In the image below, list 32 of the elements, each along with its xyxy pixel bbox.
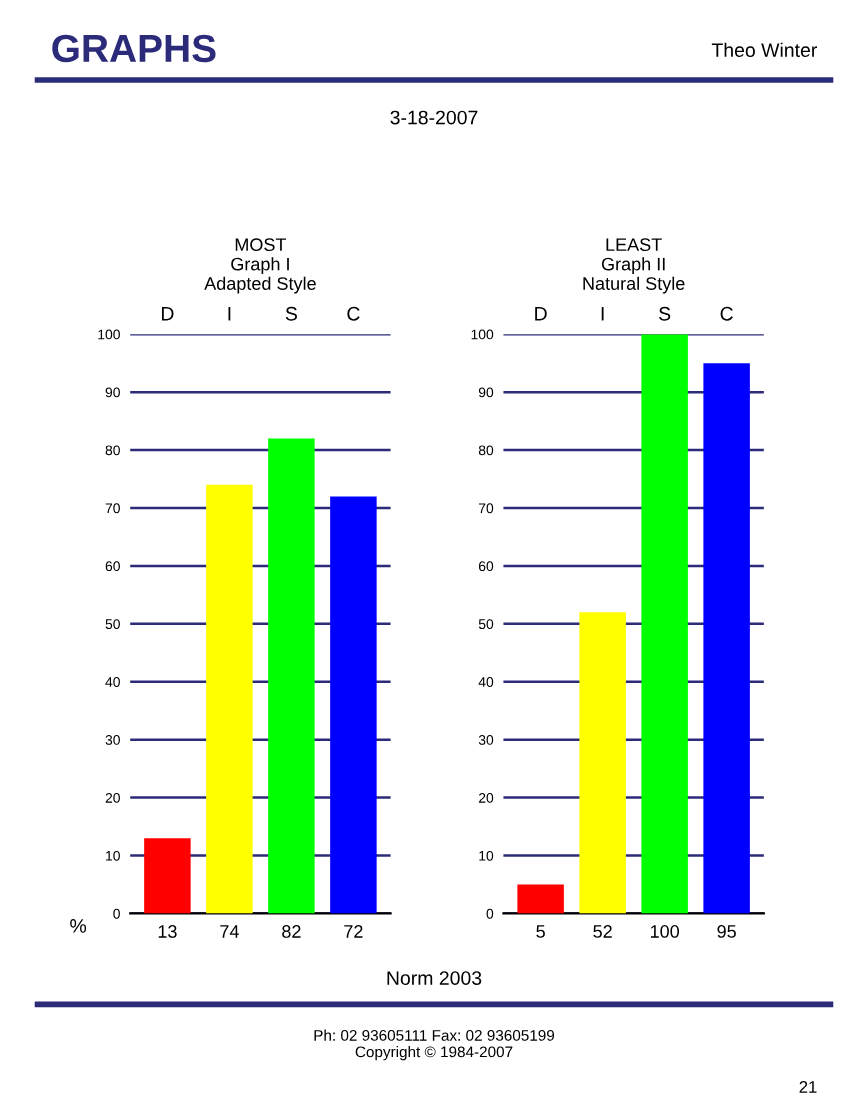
bar xyxy=(330,496,377,914)
x-tick-label: I xyxy=(228,307,231,321)
bar xyxy=(517,884,564,914)
chart-title: LEAST Graph II Natural Style xyxy=(583,238,685,294)
data-label: 52 xyxy=(593,925,612,938)
text: Norm 2003 xyxy=(387,971,482,985)
y-axis-title: % xyxy=(70,919,87,933)
data-label: 74 xyxy=(220,925,239,938)
text: 21 xyxy=(799,1081,817,1093)
data-label: 72 xyxy=(344,925,363,938)
x-tick-label: S xyxy=(659,306,671,321)
text: 3-18-2007 xyxy=(390,110,478,125)
data-label: 100 xyxy=(650,925,679,938)
x-tick-label: D xyxy=(161,307,174,321)
bar xyxy=(579,612,626,914)
x-tick-label: C xyxy=(347,306,360,321)
bar xyxy=(268,438,315,914)
bar xyxy=(206,484,253,914)
text: GRAPHS xyxy=(52,34,216,63)
text: Theo Winter xyxy=(711,42,817,58)
x-tick-label: C xyxy=(720,306,733,321)
x-tick-label: D xyxy=(535,307,547,321)
bar xyxy=(703,363,750,914)
data-label: 5 xyxy=(536,925,545,938)
bar xyxy=(641,334,688,914)
data-label: 95 xyxy=(717,925,736,938)
bar xyxy=(144,838,191,914)
data-label: 13 xyxy=(158,925,177,938)
x-tick-label: I xyxy=(601,307,604,321)
x-tick-label: S xyxy=(285,306,297,321)
chart-title: MOST Graph I Adapted Style xyxy=(204,238,316,294)
data-label: 82 xyxy=(282,925,301,938)
